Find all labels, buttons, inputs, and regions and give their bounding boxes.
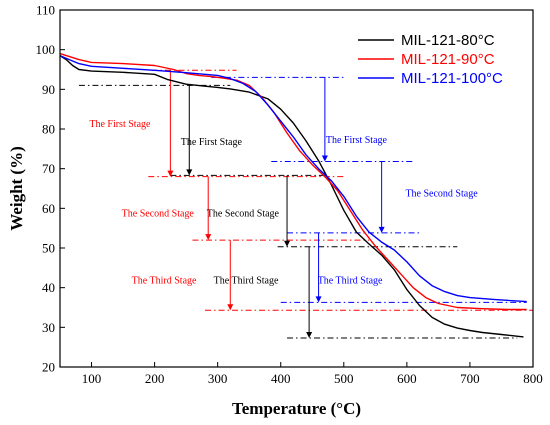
stage-label: The First Stage (326, 135, 388, 146)
stage-arrow-head (186, 169, 193, 176)
legend-entry: MIL-121-90°C (401, 51, 495, 68)
stage-label: The Third Stage (132, 276, 197, 287)
stage-arrow-head (284, 240, 291, 247)
series-line-2 (59, 54, 527, 303)
stage-label: The First Stage (89, 119, 151, 130)
series-line-1 (59, 52, 527, 311)
x-tick-label: 800 (523, 371, 543, 386)
stage-arrow-head (321, 155, 328, 162)
y-tick-label: 50 (42, 241, 55, 256)
stage-arrow-head (306, 332, 313, 339)
legend-entry: MIL-121-100°C (401, 70, 503, 87)
stage-arrow-head (378, 226, 385, 233)
y-tick-label: 40 (42, 280, 55, 295)
y-tick-label: 80 (42, 122, 55, 137)
y-axis-title: Weight (%) (7, 146, 26, 231)
y-tick-label: 100 (36, 42, 56, 57)
plot-area: The First Stage The First Stage The First … (59, 52, 533, 339)
series-line-0 (59, 55, 524, 338)
x-tick-label: 500 (334, 371, 354, 386)
y-tick-label: 60 (42, 201, 55, 216)
stage-arrow-head (167, 170, 174, 177)
y-tick-label: 20 (42, 360, 55, 375)
stage-label: The Third Stage (318, 276, 383, 287)
plot-frame (59, 9, 534, 368)
legend-entry: MIL-121-80°C (401, 32, 495, 49)
stage-label: The First Stage (181, 137, 243, 148)
x-axis-title: Temperature (°C) (232, 399, 361, 418)
x-tick-label: 600 (397, 371, 417, 386)
x-tick-label: 200 (145, 371, 165, 386)
x-tick-label: 400 (271, 371, 291, 386)
x-tick-label: 700 (460, 371, 480, 386)
legend: MIL-121-80°C MIL-121-90°C MIL-121-100°C (358, 32, 503, 87)
stage-label: The Third Stage (214, 276, 279, 287)
stage-arrow-head (205, 234, 212, 241)
y-tick-label: 90 (42, 82, 55, 97)
x-tick-label: 100 (82, 371, 102, 386)
stage-arrow-head (315, 296, 322, 303)
x-tick-label: 300 (208, 371, 228, 386)
stage-label: The Second Stage (122, 208, 195, 219)
stage-label: The Second Stage (207, 208, 280, 219)
y-tick-label: 110 (36, 3, 55, 18)
stage-arrow-head (227, 304, 234, 311)
axes: 100 200 300 400 500 600 700 800 20 30 40 50 60 70 80 90… (36, 3, 543, 387)
y-tick-label: 30 (42, 320, 55, 335)
stage-label: The Second Stage (405, 188, 478, 199)
y-tick-label: 70 (42, 161, 55, 176)
